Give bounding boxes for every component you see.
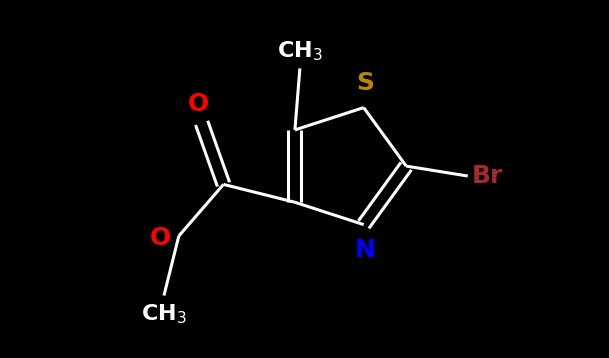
Text: CH$_3$: CH$_3$	[141, 303, 187, 326]
Text: CH$_3$: CH$_3$	[277, 40, 323, 63]
Text: O: O	[150, 226, 171, 250]
Text: S: S	[357, 71, 375, 95]
Text: O: O	[188, 92, 209, 116]
Text: Br: Br	[472, 164, 503, 188]
Text: N: N	[355, 237, 376, 261]
